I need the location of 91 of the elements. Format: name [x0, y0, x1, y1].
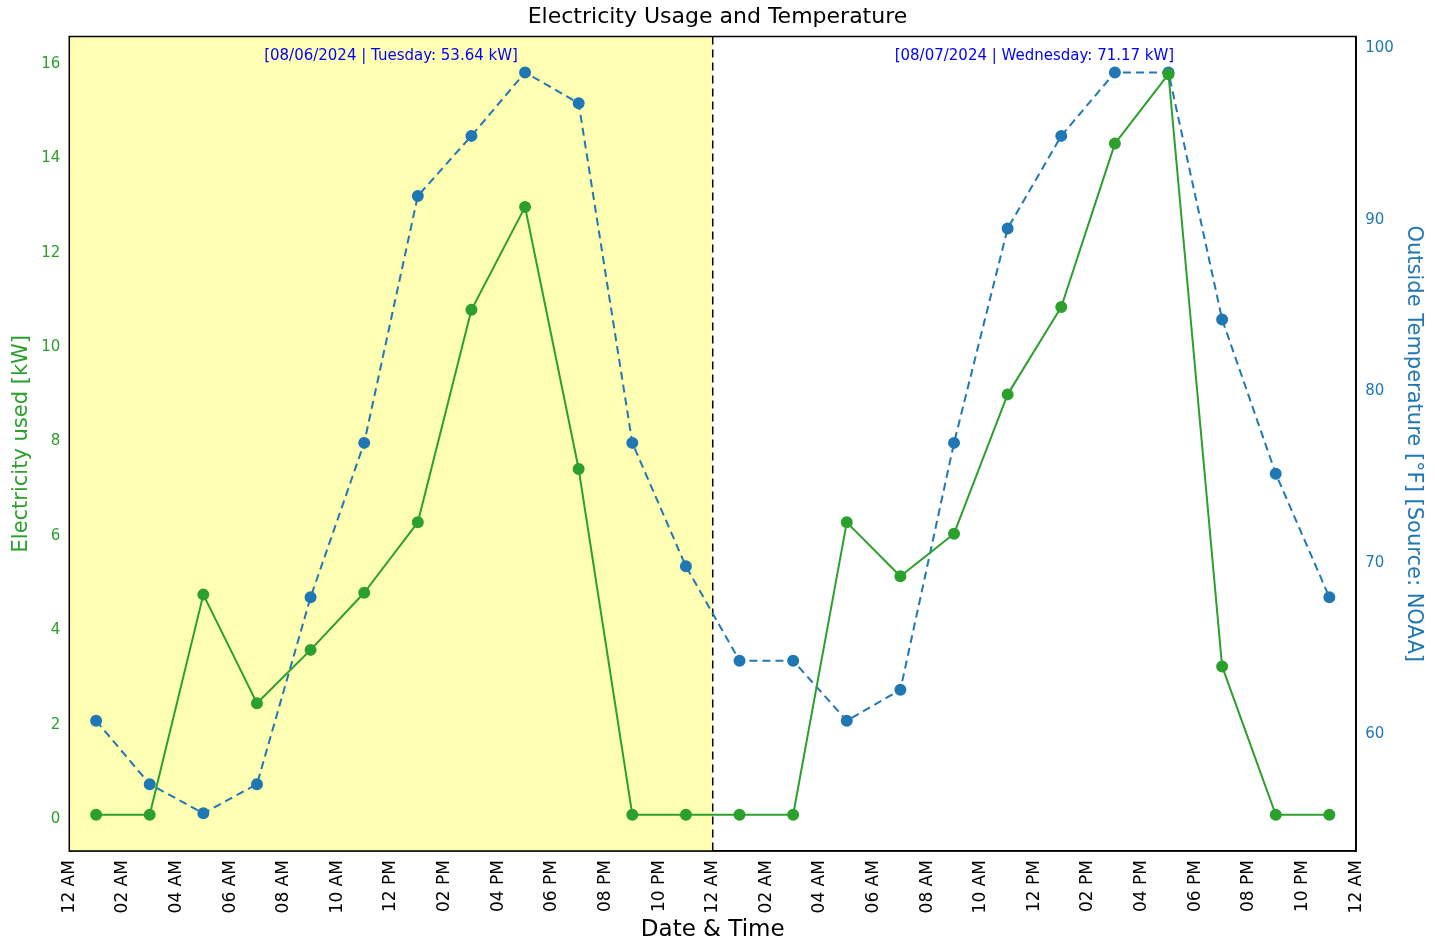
- point: [626, 808, 639, 821]
- point: [733, 808, 746, 821]
- x-tick-label: 06 AM: [862, 860, 883, 914]
- y-tick-label: 14: [41, 148, 61, 167]
- x-tick-label: 12 PM: [379, 860, 400, 913]
- point: [679, 560, 692, 573]
- point: [465, 303, 478, 316]
- x-tick-label: 02 AM: [754, 860, 775, 914]
- point: [787, 808, 800, 821]
- point: [358, 586, 371, 599]
- point: [948, 436, 961, 449]
- y2-tick-label: 60: [1365, 724, 1385, 743]
- x-tick-label: 08 PM: [593, 860, 614, 913]
- point: [787, 654, 800, 667]
- point: [1323, 808, 1336, 821]
- point: [411, 516, 424, 529]
- annotation: [08/06/2024 | Tuesday: 53.64 kW]: [264, 45, 518, 64]
- y2-axis-title: Outside Temperature [°F] [Source: NOAA]: [1402, 225, 1427, 663]
- x-tick-label: 04 AM: [164, 860, 185, 914]
- point: [304, 643, 317, 656]
- point: [304, 591, 317, 604]
- x-tick-label: 08 AM: [915, 860, 936, 914]
- point: [197, 588, 210, 601]
- x-tick-label: 02 PM: [433, 860, 454, 913]
- chart-title: Electricity Usage and Temperature: [527, 2, 908, 28]
- y-tick-label: 2: [50, 714, 61, 733]
- x-tick-label: 06 PM: [1183, 860, 1204, 913]
- y-tick-label: 4: [50, 620, 61, 639]
- point: [894, 683, 907, 696]
- x-tick-label: 08 PM: [1237, 860, 1258, 913]
- x-tick-label: 12 PM: [1022, 860, 1043, 913]
- annotation: [08/07/2024 | Wednesday: 71.17 kW]: [894, 45, 1175, 64]
- point: [358, 436, 371, 449]
- point: [197, 807, 210, 820]
- point: [679, 808, 692, 821]
- x-tick-label: 10 AM: [969, 860, 990, 914]
- point: [250, 778, 263, 791]
- point: [519, 200, 532, 213]
- y-axis-title: Electricity used [kW]: [8, 334, 33, 553]
- point: [1055, 129, 1068, 142]
- point: [143, 778, 156, 791]
- x-tick-label: 04 PM: [1130, 860, 1151, 913]
- x-tick-label: 04 PM: [486, 860, 507, 913]
- point: [948, 527, 961, 540]
- point: [1216, 660, 1229, 673]
- point: [1269, 808, 1282, 821]
- point: [840, 714, 853, 727]
- x-tick-label: 02 AM: [111, 860, 132, 914]
- y-tick-label: 12: [41, 242, 61, 261]
- y-tick-label: 0: [50, 809, 61, 828]
- point: [465, 129, 478, 142]
- y-tick-label: 10: [41, 337, 61, 356]
- x-tick-label: 08 AM: [272, 860, 293, 914]
- x-tick-label: 12 AM: [701, 860, 722, 914]
- x-tick-label: 06 PM: [540, 860, 561, 913]
- x-tick-label: 10 PM: [647, 860, 668, 913]
- y-tick-label: 6: [50, 525, 61, 544]
- point: [1216, 313, 1229, 326]
- point: [626, 436, 639, 449]
- y2-tick-label: 100: [1365, 38, 1394, 57]
- point: [1108, 137, 1121, 150]
- x-tick-label: 10 PM: [1290, 860, 1311, 913]
- point: [90, 808, 103, 821]
- point: [894, 570, 907, 583]
- point: [90, 714, 103, 727]
- point: [1269, 467, 1282, 480]
- point: [1001, 222, 1014, 235]
- point: [411, 189, 424, 202]
- x-axis-title: Date & Time: [640, 915, 785, 942]
- x-tick-label: 12 AM: [57, 860, 78, 914]
- y-tick-label: 8: [50, 431, 61, 450]
- x-tick-label: 10 AM: [325, 860, 346, 914]
- point: [1108, 66, 1121, 79]
- y2-tick-label: 90: [1365, 209, 1385, 228]
- point: [1323, 591, 1336, 604]
- point: [143, 808, 156, 821]
- point: [733, 654, 746, 667]
- point: [572, 97, 585, 110]
- y-tick-label: 16: [41, 53, 61, 72]
- point: [250, 697, 263, 710]
- y2-tick-label: 80: [1365, 381, 1385, 400]
- x-tick-label: 02 PM: [1076, 860, 1097, 913]
- point: [840, 516, 853, 529]
- point: [1055, 301, 1068, 314]
- y2-tick-label: 70: [1365, 552, 1385, 571]
- point: [1001, 388, 1014, 401]
- point: [519, 66, 532, 79]
- x-tick-label: 06 AM: [218, 860, 239, 914]
- point: [572, 463, 585, 475]
- x-tick-label: 12 AM: [1344, 860, 1365, 914]
- x-tick-label: 04 AM: [808, 860, 829, 914]
